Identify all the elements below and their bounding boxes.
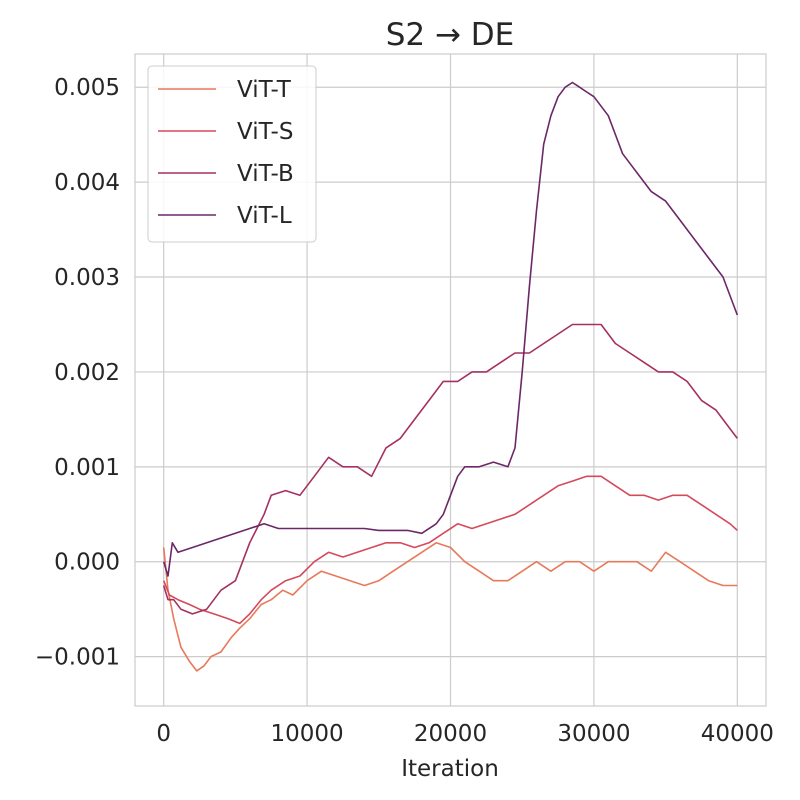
y-tick-label: 0.001 (54, 455, 120, 481)
legend-label: ViT-B (237, 161, 294, 187)
legend-label: ViT-S (237, 119, 293, 145)
tick-labels: 0 10000 20000 30000 40000 −0.001 0.000 0.001 0.0… (35, 75, 774, 747)
series-line-vit-t (162, 542, 738, 672)
y-tick-label: 0.002 (54, 360, 120, 386)
x-tick-label: 20000 (414, 721, 487, 747)
legend: ViT-T ViT-S ViT-B ViT-L (147, 65, 317, 243)
y-tick-label: 0.004 (54, 170, 120, 196)
legend-label: ViT-T (237, 77, 292, 103)
legend-box (147, 65, 317, 243)
x-axis-label: Iteration (401, 756, 499, 782)
series-line-vit-s (162, 475, 738, 625)
x-tick-label: 30000 (557, 721, 630, 747)
x-tick-label: 0 (156, 721, 171, 747)
series-group (162, 81, 739, 672)
series-line-vit-b (162, 323, 738, 615)
x-tick-label: 40000 (701, 721, 774, 747)
y-tick-label: 0.003 (54, 265, 120, 291)
legend-label: ViT-L (237, 203, 292, 229)
chart-title: S2 → DE (386, 17, 515, 53)
y-tick-label: 0.005 (54, 75, 120, 101)
series-line-vit-l (162, 81, 739, 577)
y-tick-label: 0.000 (54, 550, 120, 576)
x-tick-label: 10000 (271, 721, 344, 747)
y-tick-label: −0.001 (35, 645, 120, 671)
